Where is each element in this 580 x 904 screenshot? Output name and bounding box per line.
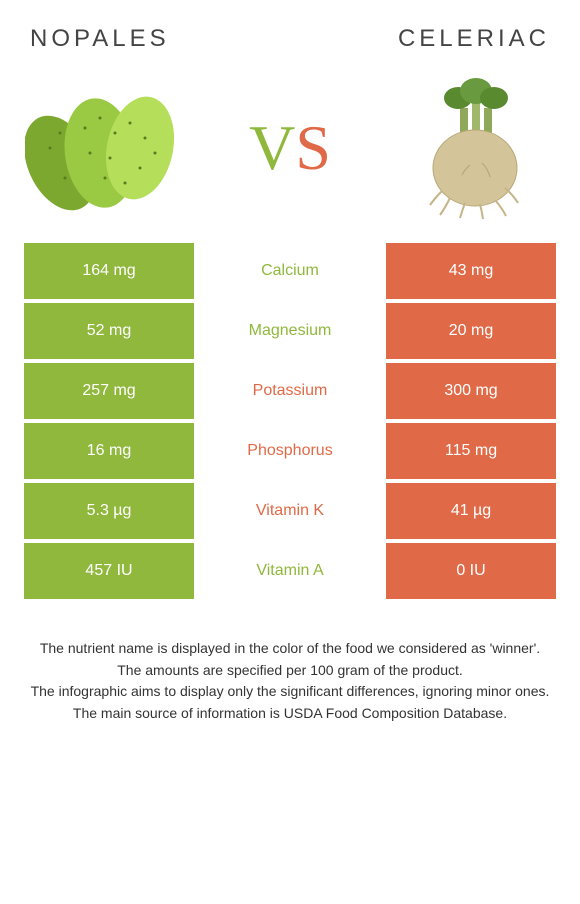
footer-line: The infographic aims to display only the… bbox=[10, 681, 570, 703]
cell-nutrient-label: Vitamin A bbox=[194, 543, 386, 599]
table-row: 52 mgMagnesium20 mg bbox=[24, 303, 556, 359]
footer-notes: The nutrient name is displayed in the co… bbox=[0, 603, 580, 745]
nopales-icon bbox=[25, 78, 185, 218]
cell-left-value: 257 mg bbox=[24, 363, 194, 419]
header: Nopales Celeriac bbox=[0, 0, 580, 63]
cell-nutrient-label: Phosphorus bbox=[194, 423, 386, 479]
footer-line: The amounts are specified per 100 gram o… bbox=[10, 660, 570, 682]
table-row: 5.3 µgVitamin K41 µg bbox=[24, 483, 556, 539]
cell-nutrient-label: Potassium bbox=[194, 363, 386, 419]
cell-nutrient-label: Magnesium bbox=[194, 303, 386, 359]
cell-left-value: 5.3 µg bbox=[24, 483, 194, 539]
cell-nutrient-label: Vitamin K bbox=[194, 483, 386, 539]
cell-right-value: 43 mg bbox=[386, 243, 556, 299]
vs-s: S bbox=[295, 111, 331, 185]
cell-right-value: 41 µg bbox=[386, 483, 556, 539]
table-row: 257 mgPotassium300 mg bbox=[24, 363, 556, 419]
cell-right-value: 20 mg bbox=[386, 303, 556, 359]
table-row: 16 mgPhosphorus115 mg bbox=[24, 423, 556, 479]
footer-line: The main source of information is USDA F… bbox=[10, 703, 570, 725]
cell-left-value: 457 IU bbox=[24, 543, 194, 599]
nopales-image bbox=[20, 73, 190, 223]
cell-right-value: 300 mg bbox=[386, 363, 556, 419]
vs-label: VS bbox=[249, 111, 331, 185]
cell-nutrient-label: Calcium bbox=[194, 243, 386, 299]
cell-left-value: 52 mg bbox=[24, 303, 194, 359]
celeriac-image bbox=[390, 73, 560, 223]
celeriac-icon bbox=[410, 73, 540, 223]
table-row: 457 IUVitamin A0 IU bbox=[24, 543, 556, 599]
cell-right-value: 0 IU bbox=[386, 543, 556, 599]
nutrient-table: 164 mgCalcium43 mg52 mgMagnesium20 mg257… bbox=[20, 243, 560, 599]
images-row: VS bbox=[0, 63, 580, 243]
title-left: Nopales bbox=[30, 25, 170, 53]
footer-line: The nutrient name is displayed in the co… bbox=[10, 638, 570, 660]
cell-left-value: 16 mg bbox=[24, 423, 194, 479]
cell-right-value: 115 mg bbox=[386, 423, 556, 479]
table-row: 164 mgCalcium43 mg bbox=[24, 243, 556, 299]
title-right: Celeriac bbox=[398, 25, 550, 53]
vs-v: V bbox=[249, 111, 295, 185]
cell-left-value: 164 mg bbox=[24, 243, 194, 299]
